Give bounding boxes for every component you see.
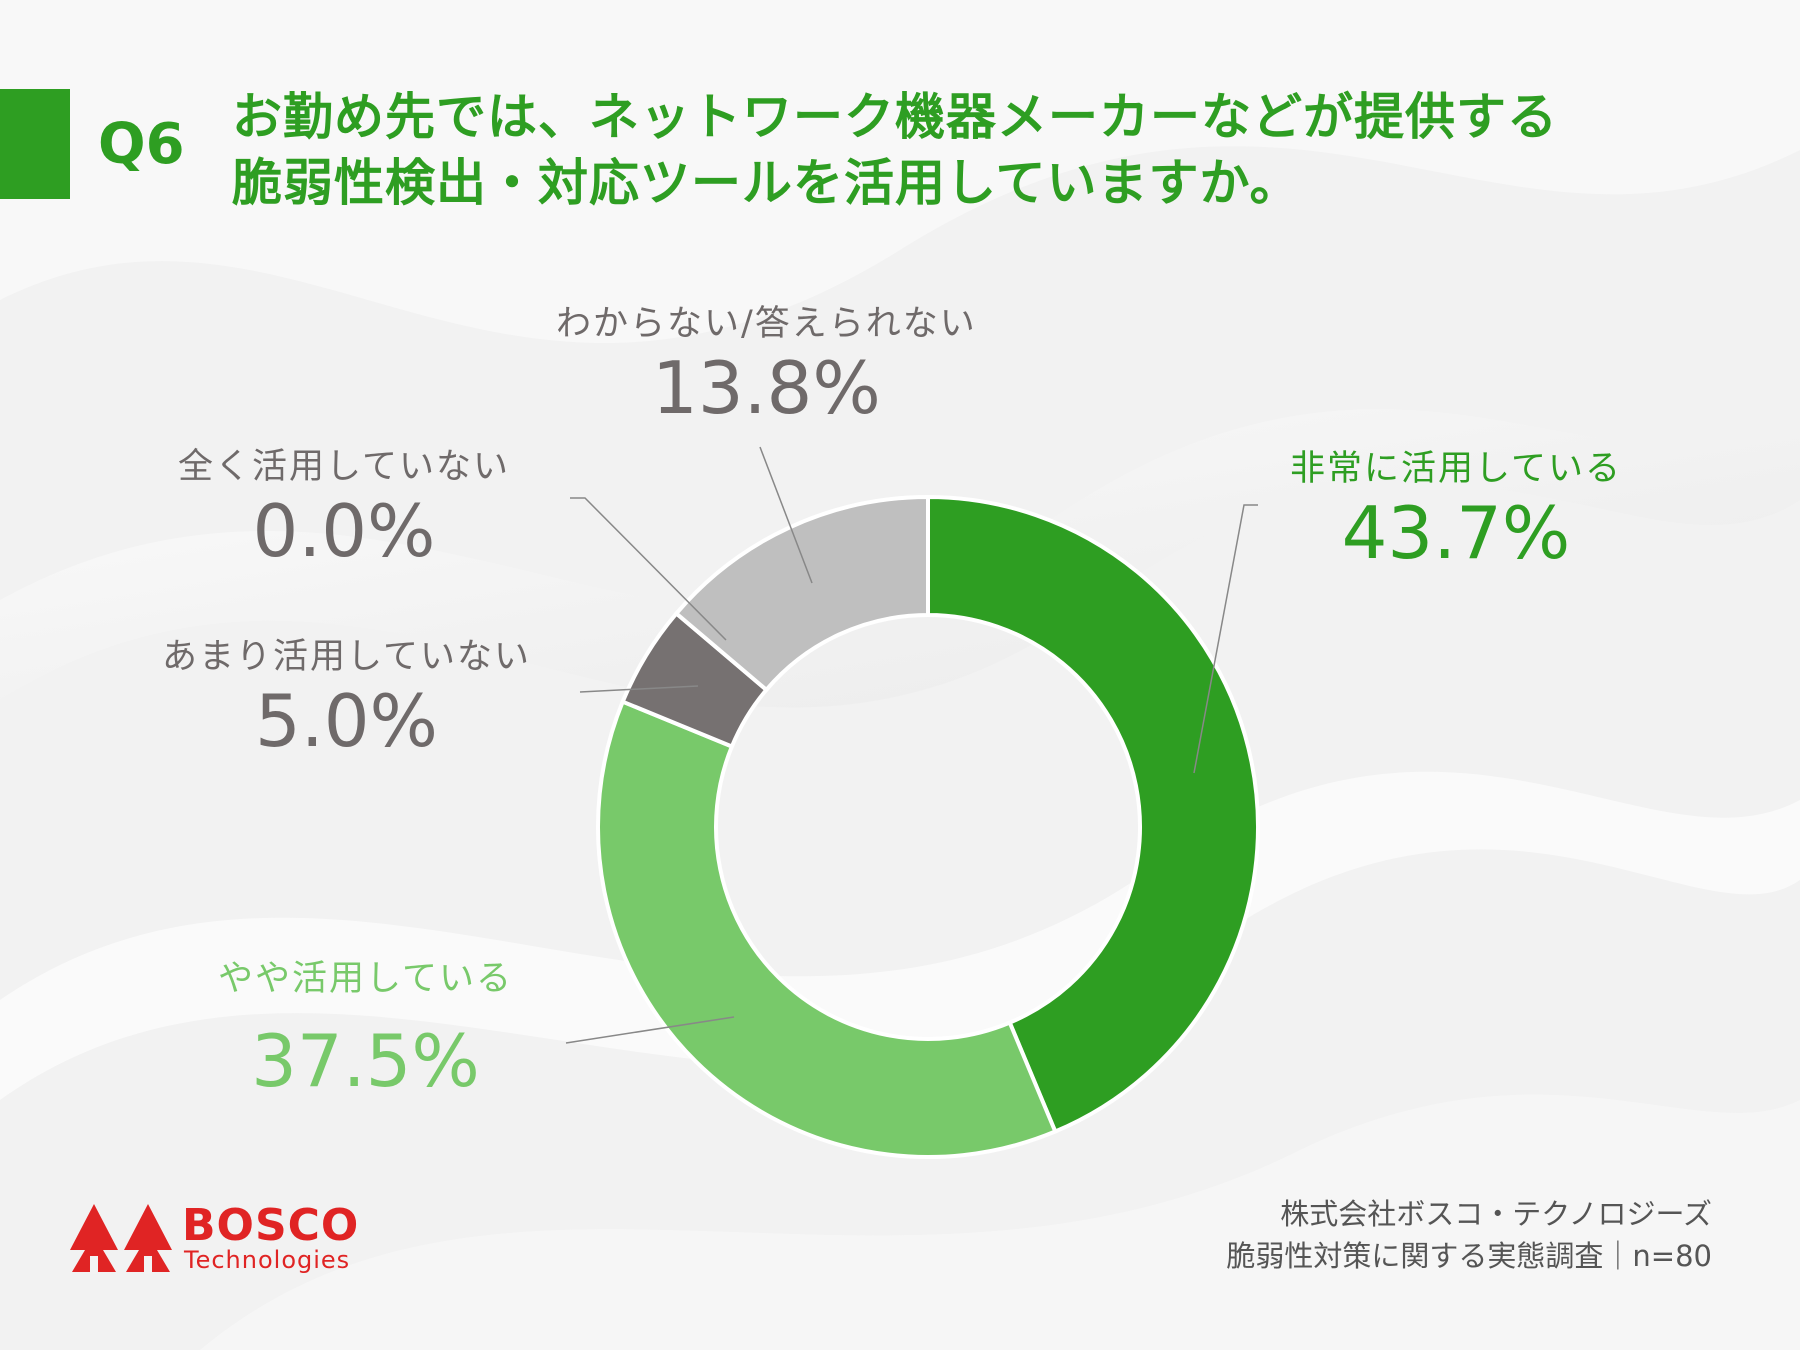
source-note: 株式会社ボスコ・テクノロジーズ 脆弱性対策に関する実態調査｜n=80 bbox=[1226, 1193, 1712, 1277]
slice-somewhat bbox=[596, 699, 1058, 1159]
source-company: 株式会社ボスコ・テクノロジーズ bbox=[1280, 1197, 1712, 1231]
question-number: Q6 bbox=[98, 112, 185, 177]
bosco-logo: BOSCO Technologies bbox=[68, 1200, 368, 1280]
label-unknown: わからない/答えられない 13.8% bbox=[556, 304, 977, 430]
logo-brand: BOSCO bbox=[182, 1200, 360, 1251]
source-survey: 脆弱性対策に関する実態調査｜n=80 bbox=[1226, 1239, 1712, 1273]
leader-line-very bbox=[1193, 504, 1258, 774]
leader-line-unknown bbox=[759, 446, 813, 584]
slice-unknown bbox=[673, 494, 930, 693]
label-very-much: 非常に活用している 43.7% bbox=[1290, 449, 1622, 575]
tree-logo-icon bbox=[70, 1204, 172, 1274]
logo-sub: Technologies bbox=[184, 1246, 351, 1274]
question-marker bbox=[0, 89, 70, 199]
label-little: あまり活用していない 5.0% bbox=[162, 637, 531, 763]
leader-line-none bbox=[570, 497, 727, 641]
leader-line-little bbox=[579, 685, 699, 693]
title-line-2: 脆弱性検出・対応ツールを活用していますか。 bbox=[232, 154, 1301, 212]
slice-very-much bbox=[926, 494, 1260, 1135]
label-somewhat: やや活用している 37.5% bbox=[218, 959, 513, 1103]
leader-line-somewhat bbox=[565, 1016, 735, 1044]
label-none: 全く活用していない 0.0% bbox=[178, 447, 510, 573]
page-title: お勤め先では、ネットワーク機器メーカーなどが提供する 脆弱性検出・対応ツールを活… bbox=[232, 84, 1732, 216]
title-line-1: お勤め先では、ネットワーク機器メーカーなどが提供する bbox=[232, 88, 1558, 146]
